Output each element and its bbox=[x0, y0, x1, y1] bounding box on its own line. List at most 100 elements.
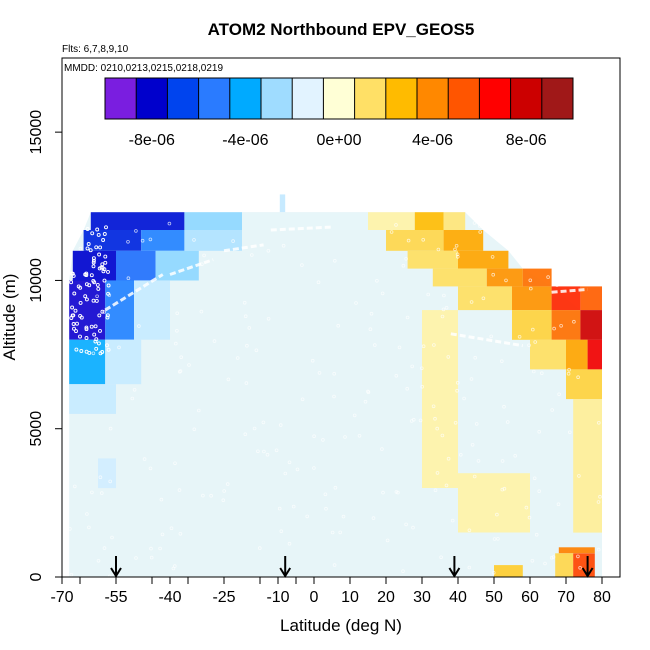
track-point bbox=[167, 221, 172, 226]
track-point bbox=[300, 397, 305, 402]
track-point bbox=[495, 512, 499, 517]
track-point bbox=[517, 334, 522, 339]
track-point bbox=[256, 449, 260, 454]
track-point bbox=[404, 522, 408, 527]
track-point bbox=[528, 286, 533, 291]
track-point bbox=[433, 416, 437, 421]
colorbar-swatch bbox=[167, 78, 199, 119]
track-point bbox=[453, 420, 458, 425]
track-point bbox=[104, 225, 108, 230]
track-point bbox=[472, 221, 477, 225]
track-point bbox=[93, 339, 98, 344]
track-point bbox=[549, 555, 554, 560]
track-segment bbox=[104, 273, 164, 312]
track-point bbox=[396, 490, 400, 495]
track-point bbox=[84, 336, 89, 340]
field-cell bbox=[443, 230, 484, 251]
track-point bbox=[95, 227, 100, 232]
track-point bbox=[202, 253, 206, 258]
track-point bbox=[89, 324, 94, 329]
colorbar-tick-label: -4e-06 bbox=[222, 132, 268, 149]
track-point bbox=[106, 291, 111, 296]
track-point bbox=[543, 561, 547, 566]
track-point bbox=[84, 325, 89, 330]
track-point bbox=[100, 350, 105, 354]
track-point bbox=[281, 243, 286, 248]
track-point bbox=[317, 371, 322, 375]
x-tick-label: 70 bbox=[557, 589, 575, 606]
track-point bbox=[277, 506, 282, 511]
track-point bbox=[404, 256, 408, 261]
track-point bbox=[87, 525, 91, 530]
track-point bbox=[93, 324, 98, 329]
track-point bbox=[261, 420, 266, 425]
track-point bbox=[73, 308, 78, 313]
track-point bbox=[101, 238, 106, 242]
track-point bbox=[105, 343, 109, 348]
field-cell bbox=[105, 339, 142, 385]
track-point bbox=[91, 351, 96, 356]
track-segment bbox=[169, 258, 214, 276]
track-point bbox=[117, 345, 121, 350]
track-point bbox=[572, 319, 576, 324]
x-axis: -70 -55 -40 -25 -10 0 10 20 30 40 50 60 70 80 bbox=[50, 577, 611, 606]
track-point bbox=[380, 447, 384, 451]
track-point bbox=[78, 300, 83, 305]
field-cell bbox=[580, 286, 602, 311]
track-point bbox=[524, 505, 529, 510]
track-point bbox=[411, 525, 415, 530]
track-point bbox=[555, 283, 559, 287]
track-point bbox=[441, 307, 446, 312]
track-point bbox=[212, 339, 217, 343]
track-point bbox=[148, 237, 153, 242]
field-cell bbox=[105, 280, 134, 340]
colorbar-swatch bbox=[105, 78, 137, 119]
track-point bbox=[435, 426, 440, 431]
track-point bbox=[252, 426, 257, 431]
track-point bbox=[375, 278, 379, 283]
track-point bbox=[94, 245, 99, 250]
track-point bbox=[576, 554, 580, 559]
field-cell bbox=[551, 286, 581, 311]
track-point bbox=[528, 278, 533, 283]
track-point bbox=[96, 341, 101, 346]
track-point bbox=[446, 355, 451, 359]
arrow-head bbox=[448, 567, 461, 578]
y-tick-label: 5000 bbox=[28, 411, 45, 447]
track-point bbox=[338, 530, 343, 535]
track-point bbox=[578, 565, 582, 570]
track-point bbox=[321, 438, 325, 442]
field-cell bbox=[573, 399, 602, 533]
colorbar-tick-label: 0e+00 bbox=[317, 132, 362, 149]
track-point bbox=[201, 493, 205, 498]
track-point bbox=[473, 355, 478, 360]
track-point bbox=[381, 490, 385, 495]
track-point bbox=[305, 514, 310, 519]
track-point bbox=[95, 294, 99, 299]
track-point bbox=[455, 380, 460, 385]
track-point bbox=[310, 358, 315, 363]
track-point bbox=[265, 452, 270, 457]
colorbar bbox=[104, 77, 574, 120]
track-point bbox=[332, 258, 337, 263]
track-point bbox=[440, 433, 445, 438]
track-point bbox=[532, 476, 537, 481]
track-point bbox=[222, 489, 227, 493]
track-point bbox=[92, 332, 97, 337]
track-point bbox=[70, 305, 75, 310]
track-point bbox=[85, 512, 89, 516]
track-point bbox=[421, 344, 426, 349]
track-point bbox=[283, 471, 288, 476]
track-point bbox=[567, 367, 571, 372]
track-point bbox=[73, 484, 77, 489]
track-point bbox=[72, 326, 76, 331]
track-point bbox=[97, 313, 102, 318]
track-point bbox=[467, 565, 472, 570]
colorbar-swatch bbox=[479, 78, 511, 119]
colorbar-swatch bbox=[292, 78, 324, 119]
track-point bbox=[530, 327, 535, 332]
track-point bbox=[95, 282, 100, 287]
field-cell bbox=[116, 250, 156, 281]
track-point bbox=[231, 239, 235, 243]
colorbar-tick-label: -8e-06 bbox=[129, 132, 175, 149]
